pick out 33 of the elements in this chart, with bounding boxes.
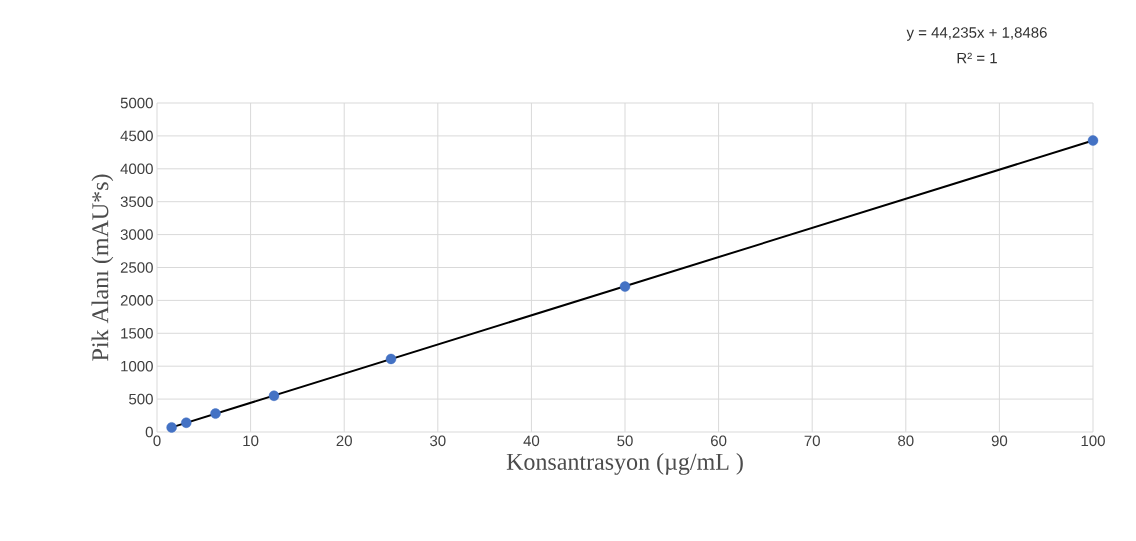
point [166, 422, 177, 433]
x-tick-label: 80 [898, 435, 914, 447]
x-tick-label: 90 [991, 435, 1008, 447]
text: R² = 1 [957, 52, 997, 64]
x-tick-label: 100 [1081, 435, 1105, 447]
y-tick-label: 1500 [121, 327, 153, 339]
x-tick-label: 70 [804, 435, 820, 447]
x-tick-label: 0 [153, 435, 161, 447]
x-tick-label: 10 [243, 435, 259, 447]
point [210, 408, 221, 419]
point [1087, 135, 1099, 146]
y-tick-label: 5000 [120, 97, 153, 109]
y-axis-title: Pik Alanı (mAU*s) [91, 174, 114, 361]
x-tick-label: 30 [430, 435, 446, 447]
x-tick-label: 20 [336, 435, 352, 447]
x-tick-label: 40 [523, 435, 540, 447]
x-tick-label: 60 [711, 435, 727, 447]
point [181, 417, 192, 428]
y-tick-label: 500 [129, 393, 153, 405]
x-tick-label: 50 [617, 435, 633, 447]
y-tick-label: 4000 [120, 163, 153, 175]
y-tick-label: 3500 [120, 196, 153, 207]
point [619, 281, 631, 292]
x-axis-title: Konsantrasyon (µg/mL ) [506, 453, 743, 475]
point [385, 353, 397, 365]
y-tick-label: 4500 [120, 130, 153, 142]
y-tick-label: 2000 [120, 295, 153, 306]
text: y = 44,235x + 1,8486 [906, 27, 1047, 41]
y-tick-label: 0 [145, 426, 153, 438]
point [268, 390, 280, 401]
y-tick-label: 1000 [121, 360, 153, 372]
y-tick-label: 3000 [120, 229, 153, 240]
y-tick-label: 2500 [120, 262, 153, 273]
